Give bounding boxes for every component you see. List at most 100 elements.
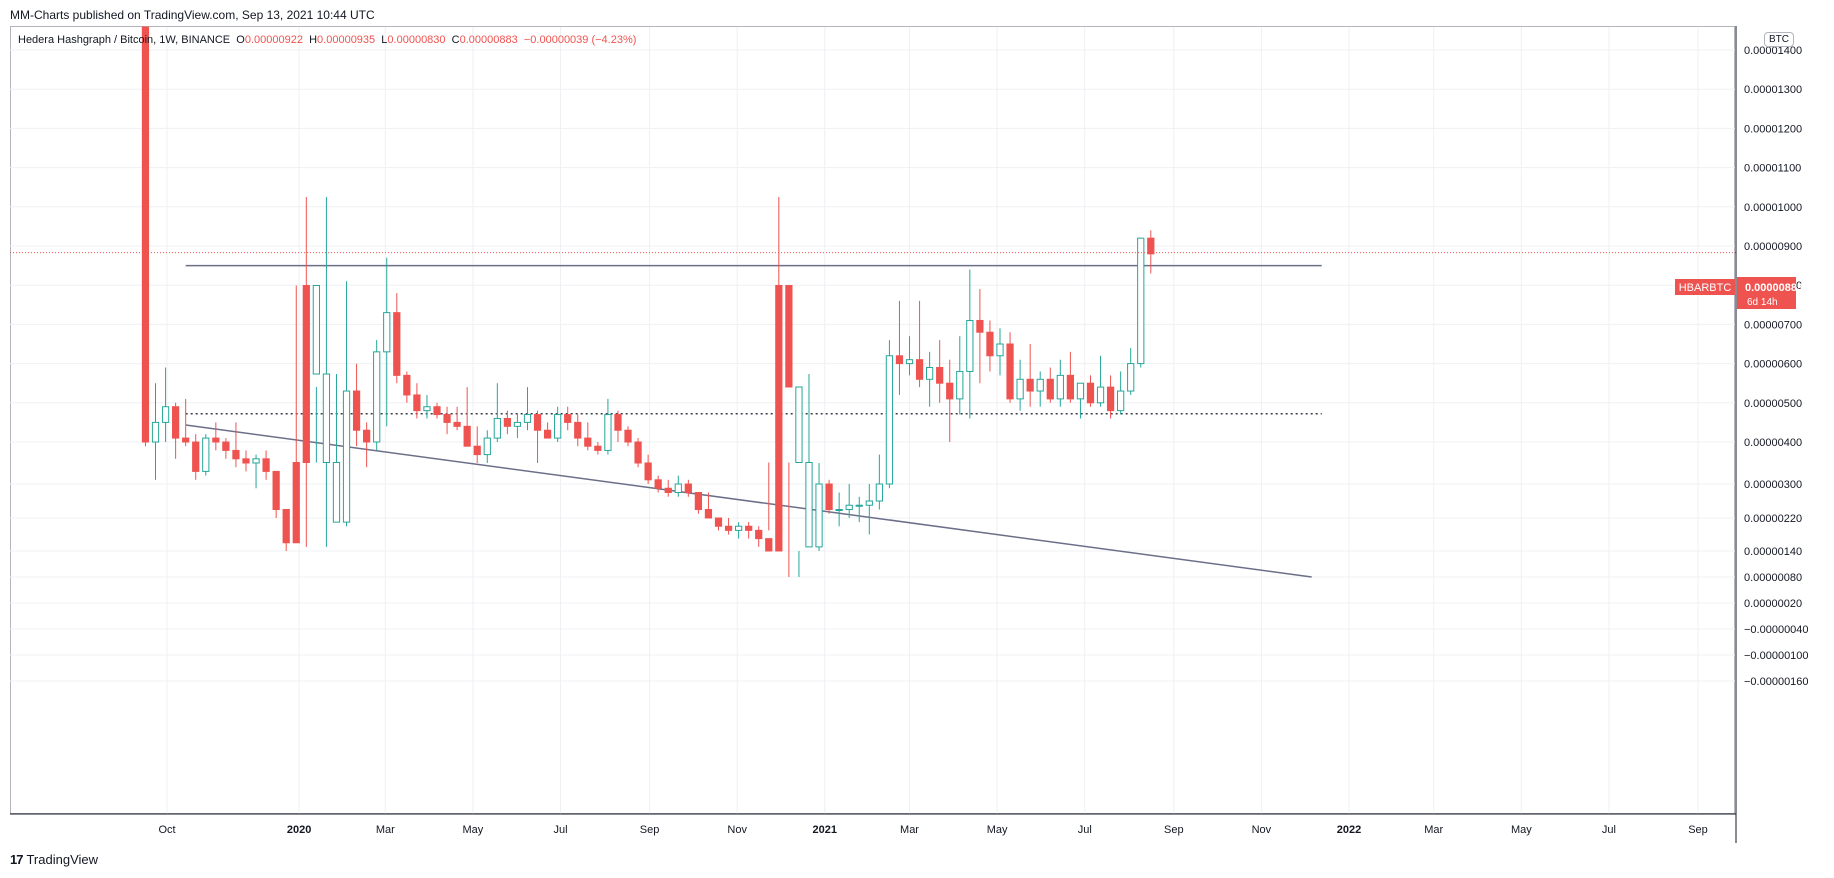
candle-body	[202, 437, 210, 472]
legend-close-value: 0.00000883	[459, 34, 518, 46]
candle-body	[845, 504, 853, 510]
x-tick-label: Sep	[1164, 824, 1184, 836]
candle-body	[684, 483, 692, 493]
candle-body	[895, 355, 904, 365]
candle-body	[292, 462, 300, 544]
candle-body	[1086, 382, 1095, 404]
candle-body	[443, 414, 451, 423]
candle-body	[151, 421, 160, 443]
candle-body	[745, 525, 753, 531]
candle-body	[463, 425, 471, 447]
candle-body	[956, 370, 964, 400]
candle-body	[976, 319, 984, 333]
candle-body	[272, 470, 280, 510]
candle-body	[724, 525, 733, 531]
candle-body	[1117, 390, 1125, 412]
candle-body	[403, 374, 411, 396]
x-tick-label: May	[463, 824, 484, 836]
candle-body	[1066, 374, 1074, 400]
candle-body	[815, 483, 823, 548]
candle-body	[704, 509, 713, 519]
candle-body	[332, 462, 341, 523]
x-tick-label: May	[987, 824, 1008, 836]
candle-body	[1026, 378, 1034, 392]
candle-body	[222, 441, 230, 451]
candle-body	[453, 421, 461, 427]
candle-body	[634, 441, 642, 464]
y-tick-label: 0.00001200	[1744, 123, 1802, 135]
legend-low-label: L	[381, 34, 388, 46]
candle-body	[543, 429, 552, 439]
x-tick-label: Sep	[1688, 824, 1708, 836]
candle-body	[885, 355, 894, 485]
x-tick-label: Nov	[727, 824, 747, 836]
candle-body	[664, 487, 672, 493]
candle-body	[674, 483, 682, 493]
candle-body	[755, 529, 763, 540]
y-tick-label: 0.00000900	[1744, 241, 1802, 253]
y-tick-label: 0.00000140	[1744, 546, 1802, 558]
candle-body	[775, 285, 783, 552]
candle-body	[302, 285, 310, 463]
candle-body	[594, 445, 602, 451]
candle-body	[1096, 386, 1105, 404]
legend-high-label: H	[309, 34, 318, 46]
x-tick-label: Mar	[900, 824, 919, 836]
y-tick-label: 0.00001400	[1744, 45, 1802, 57]
candle-body	[192, 441, 200, 472]
candle-body	[1106, 386, 1115, 412]
candle-body	[785, 285, 793, 388]
x-tick-label: May	[1511, 824, 1532, 836]
candle-body	[1046, 378, 1054, 400]
legend-high-value: 0.00000935	[317, 34, 376, 46]
candle-body	[946, 382, 954, 400]
chart-grid	[10, 27, 1736, 814]
candle-body	[795, 386, 803, 463]
candle-body	[533, 414, 542, 431]
candle-body	[363, 429, 371, 443]
candle-body	[312, 285, 320, 375]
price-axis: 0.00001400 0.00001300 0.00001200 0.00001100…	[1744, 45, 1809, 688]
candle-body	[503, 417, 511, 427]
currency-button[interactable]: BTC	[1764, 32, 1794, 47]
y-tick-label: 0.00000220	[1744, 513, 1802, 525]
candles	[141, 26, 1155, 577]
candle-body	[624, 429, 632, 443]
x-tick-label: Mar	[1424, 824, 1443, 836]
candle-body	[172, 406, 180, 439]
candle-body	[926, 367, 934, 380]
price-tag-symbol: HBARBTC	[1679, 282, 1732, 294]
footer: 17 TradingView	[10, 852, 98, 867]
x-tick-label: 2021	[813, 824, 837, 836]
candle-body	[182, 437, 190, 443]
candle-body	[564, 414, 572, 423]
legend-low-value: 0.00000830	[387, 34, 446, 46]
candle-body	[644, 462, 652, 481]
candle-body	[212, 437, 220, 443]
price-tag-price: 0.00000883	[1745, 282, 1803, 294]
tradingview-brand[interactable]: TradingView	[26, 852, 99, 867]
candle-body	[352, 390, 361, 431]
candle-body	[1147, 237, 1155, 255]
candle-body	[1006, 343, 1014, 400]
candle-body	[966, 319, 974, 372]
candle-body	[483, 437, 491, 456]
candle-body	[554, 414, 562, 439]
candle-body	[584, 437, 592, 447]
candle-body	[1137, 237, 1145, 365]
candle-body	[805, 462, 813, 548]
candle-body	[413, 394, 421, 412]
price-tag-countdown: 6d 14h	[1747, 297, 1778, 308]
y-tick-label: 0.00001100	[1744, 163, 1801, 175]
candle-body	[232, 449, 240, 460]
candle-body	[242, 458, 250, 464]
x-tick-label: Jul	[553, 824, 567, 836]
candle-body	[614, 414, 622, 431]
candle-body	[1016, 378, 1024, 400]
legend-open-value: 0.00000922	[244, 34, 303, 46]
candle-body	[1127, 363, 1135, 392]
time-axis: Oct 2020 Mar May Jul Sep Nov 2021 Mar May Jul Sep No…	[158, 824, 1707, 836]
y-tick-label: 0.00000700	[1744, 319, 1802, 331]
tradingview-logo-icon[interactable]: 17	[10, 852, 24, 867]
